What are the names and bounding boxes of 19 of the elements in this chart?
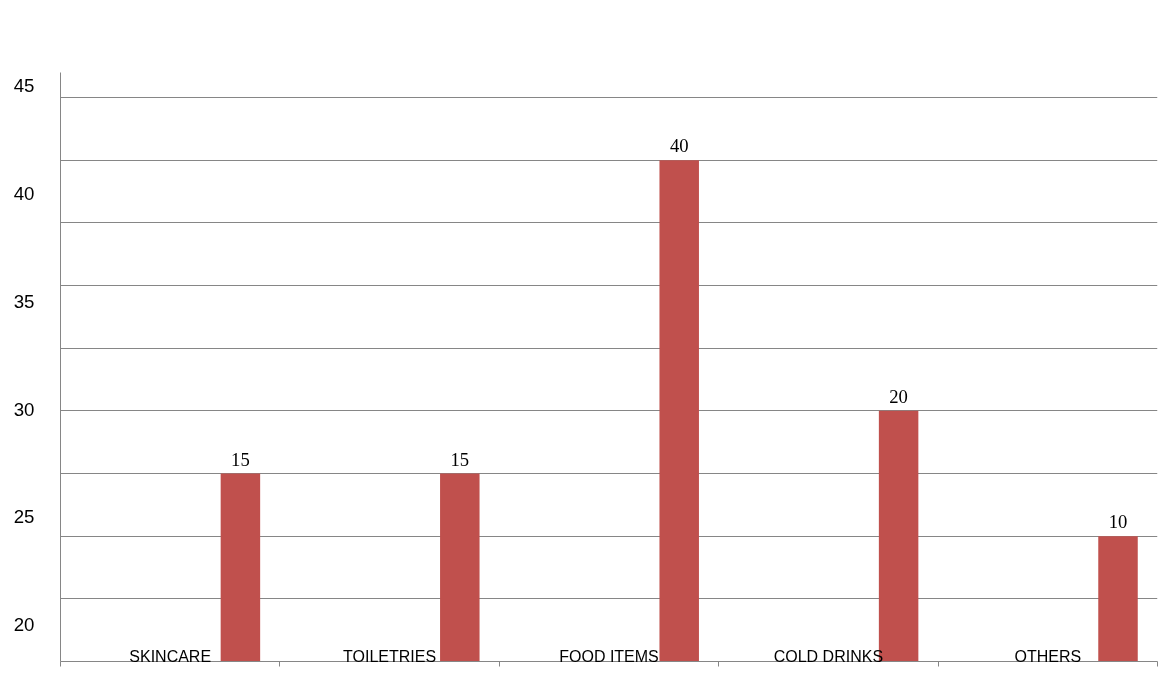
y2-tick-label: 35 [13,290,35,312]
x-tick-label: TOILETRIES [343,647,437,665]
y2-tick-label: 25 [13,506,35,528]
x-tick-label: SKINCARE [129,647,212,665]
y2-tick-label: 30 [13,398,35,420]
bar [659,160,699,662]
data-label: 40 [669,135,689,157]
x-tick-label: OTHERS [1014,647,1082,665]
y2-tick-label: 40 [13,182,35,204]
y2-tick-label: 20 [13,614,35,636]
data-label: 15 [450,448,470,470]
bar [1098,536,1138,662]
data-label: 10 [1108,511,1128,533]
data-label: 20 [889,385,908,407]
bar [440,473,480,662]
x-tick-label: FOOD ITEMS [559,647,659,665]
data-label: 15 [231,448,250,470]
bar [220,473,261,662]
y2-tick-label: 45 [13,74,35,96]
